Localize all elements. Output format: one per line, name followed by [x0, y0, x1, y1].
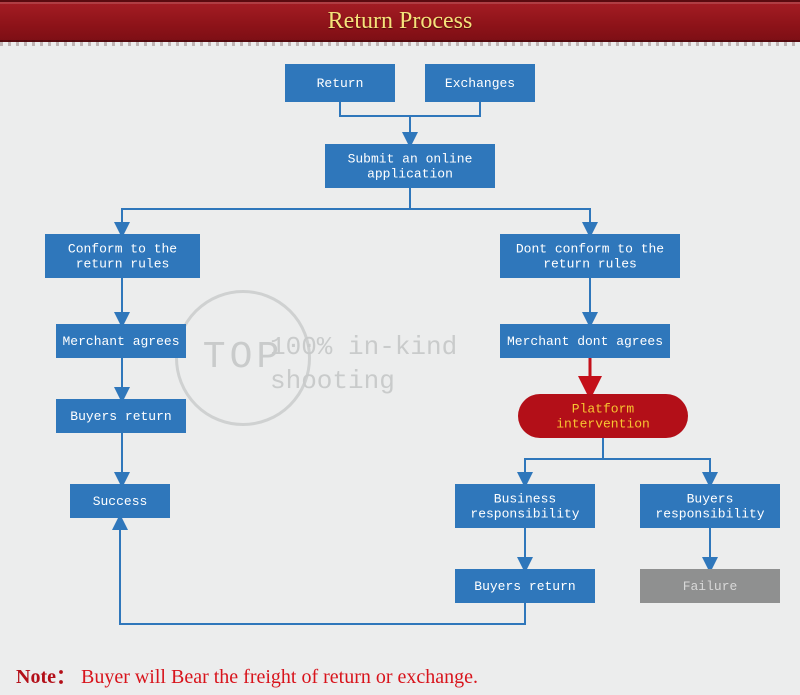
- node-return: Return: [285, 64, 395, 102]
- flow-edge: [603, 459, 710, 484]
- note-text: Buyer will Bear the freight of return or…: [81, 666, 478, 688]
- svg-text:Exchanges: Exchanges: [445, 76, 515, 91]
- flow-edge: [340, 102, 480, 116]
- header-ribbon: Return Process: [0, 0, 800, 42]
- node-dont: Dont conform to thereturn rules: [500, 234, 680, 278]
- node-buyresp: Buyersresponsibility: [640, 484, 780, 528]
- node-bizresp: Businessresponsibility: [455, 484, 595, 528]
- node-submit: Submit an onlineapplication: [325, 144, 495, 188]
- flow-edge: [525, 438, 603, 484]
- node-exchanges: Exchanges: [425, 64, 535, 102]
- flow-edge: [410, 209, 590, 234]
- node-bret1: Buyers return: [56, 399, 186, 433]
- footer-note: Note： Buyer will Bear the freight of ret…: [16, 660, 478, 689]
- note-label: Note：: [16, 666, 76, 688]
- svg-text:Merchant agrees: Merchant agrees: [62, 334, 179, 349]
- svg-text:Return: Return: [317, 76, 364, 91]
- flow-edge: [122, 188, 410, 234]
- svg-text:Merchant dont agrees: Merchant dont agrees: [507, 334, 663, 349]
- svg-text:Success: Success: [93, 494, 148, 509]
- node-mdont: Merchant dont agrees: [500, 324, 670, 358]
- node-conform: Conform to thereturn rules: [45, 234, 200, 278]
- node-failure: Failure: [640, 569, 780, 603]
- node-success: Success: [70, 484, 170, 518]
- svg-text:Failure: Failure: [683, 579, 738, 594]
- node-platform: Platformintervention: [518, 394, 688, 438]
- svg-text:Conform to thereturn rules: Conform to thereturn rules: [68, 242, 177, 272]
- svg-text:Buyers return: Buyers return: [70, 409, 171, 424]
- flowchart: Return Exchanges Submit an onlineapplicati…: [0, 44, 800, 695]
- node-magree: Merchant agrees: [56, 324, 186, 358]
- node-bret2: Buyers return: [455, 569, 595, 603]
- svg-text:Buyers return: Buyers return: [474, 579, 575, 594]
- header-title: Return Process: [328, 2, 473, 40]
